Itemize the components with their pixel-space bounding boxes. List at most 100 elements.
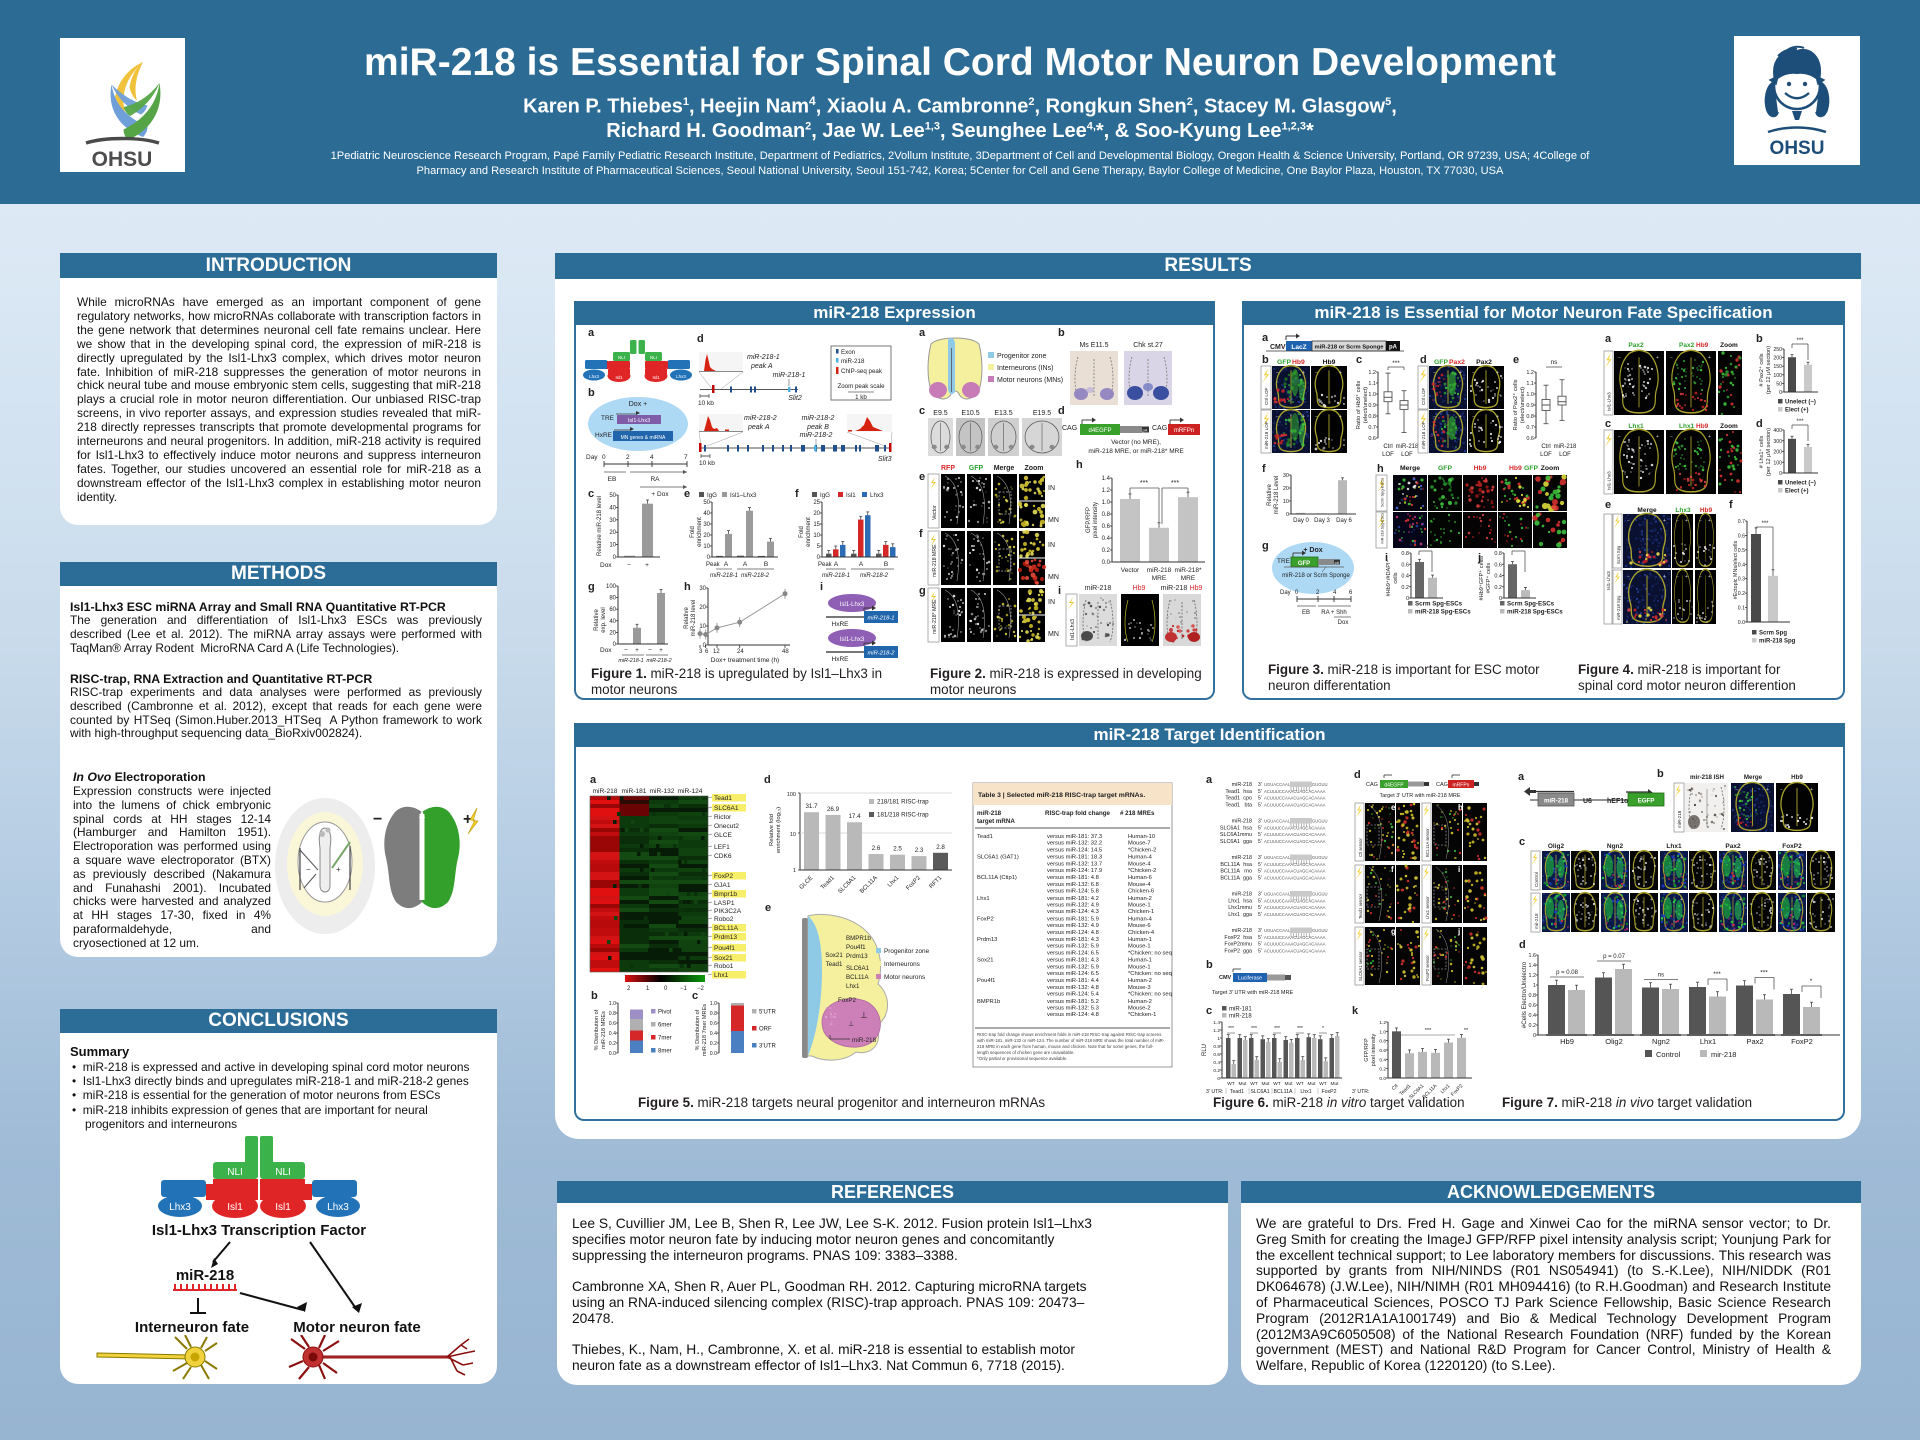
svg-text:+: + bbox=[1339, 370, 1342, 376]
svg-text:Pivot: Pivot bbox=[658, 1010, 672, 1016]
svg-text:miR-218: miR-218 bbox=[1677, 810, 1682, 828]
svg-text:ACUUUCCAAACUAGCACAAAA: ACUUUCCAAACUAGCACAAAA bbox=[1264, 839, 1326, 844]
svg-text:WT: WT bbox=[1319, 1081, 1327, 1087]
svg-text:+: + bbox=[1708, 434, 1711, 440]
svg-text:ACUUUCCAAACUAGCACAAAA: ACUUUCCAAACUAGCACAAAA bbox=[1264, 942, 1326, 947]
svg-text:Ctrl LOF: Ctrl LOF bbox=[1264, 387, 1269, 405]
svg-text:Lhx1: Lhx1 bbox=[1300, 1089, 1311, 1095]
svg-text:OHSU: OHSU bbox=[92, 148, 153, 171]
svg-text:miR-218-1: miR-218-1 bbox=[618, 658, 643, 664]
svg-text:k: k bbox=[1352, 1005, 1359, 1017]
svg-text:Human-4: Human-4 bbox=[1128, 855, 1153, 861]
svg-text:4: 4 bbox=[1333, 590, 1337, 596]
svg-text:SLC6A1 (GAT1): SLC6A1 (GAT1) bbox=[977, 855, 1019, 861]
svg-text:Vector (no MRE),: Vector (no MRE), bbox=[1111, 439, 1161, 446]
svg-text:−: − bbox=[1472, 414, 1475, 420]
svg-text:miR-218: miR-218 bbox=[176, 1267, 234, 1284]
svg-text:1.0: 1.0 bbox=[609, 1001, 616, 1007]
svg-text:3': 3' bbox=[1258, 782, 1262, 788]
svg-text:Chicken-1: Chicken-1 bbox=[1128, 909, 1154, 915]
svg-text:+: + bbox=[336, 865, 341, 874]
svg-text:1.4: 1.4 bbox=[1102, 476, 1111, 482]
svg-text:pA: pA bbox=[1335, 561, 1340, 565]
svg-text:Hb9: Hb9 bbox=[1133, 585, 1146, 592]
svg-text:Ctl: Ctl bbox=[1391, 1083, 1400, 1092]
svg-text:+: + bbox=[1302, 414, 1305, 420]
svg-text:g: g bbox=[588, 581, 595, 593]
svg-text:*: * bbox=[1322, 1026, 1324, 1032]
svg-text:Isl1-Lhx3 Transcription Factor: Isl1-Lhx3 Transcription Factor bbox=[152, 1222, 366, 1239]
svg-text:b: b bbox=[1262, 354, 1269, 366]
svg-text:Interneuron fate: Interneuron fate bbox=[135, 1319, 249, 1336]
svg-text:Lhx1: Lhx1 bbox=[1628, 423, 1644, 430]
svg-text:#Ectopic MNs/elect cells: #Ectopic MNs/elect cells bbox=[1733, 540, 1739, 599]
svg-text:LOF: LOF bbox=[1401, 452, 1413, 458]
svg-text:−: − bbox=[1472, 370, 1475, 376]
svg-text:FoxP2: FoxP2 bbox=[1224, 948, 1240, 954]
svg-text:Relative: Relative bbox=[684, 607, 690, 629]
svg-text:a: a bbox=[590, 774, 597, 786]
svg-text:Olig2: Olig2 bbox=[1548, 843, 1565, 850]
svg-text:50: 50 bbox=[1776, 381, 1782, 387]
svg-text:30: 30 bbox=[703, 522, 710, 528]
svg-text:MN genes & miRNA: MN genes & miRNA bbox=[621, 435, 666, 441]
svg-text:80: 80 bbox=[609, 596, 616, 602]
svg-text:RFP: RFP bbox=[941, 465, 955, 472]
svg-text:+: + bbox=[1708, 355, 1711, 361]
svg-text:+: + bbox=[1680, 855, 1683, 861]
svg-text:3: 3 bbox=[699, 649, 703, 655]
svg-text:SLC6A1: SLC6A1 bbox=[1250, 1089, 1269, 1095]
svg-text:Mouse-7: Mouse-7 bbox=[1128, 841, 1151, 847]
svg-text:Mouse-2: Mouse-2 bbox=[1128, 1006, 1151, 1012]
svg-text:−: − bbox=[1618, 434, 1621, 440]
svg-text:+: + bbox=[1663, 574, 1666, 580]
svg-text:miR-218-1: miR-218-1 bbox=[822, 573, 850, 579]
svg-text:+: + bbox=[463, 811, 472, 828]
svg-text:Isl1: Isl1 bbox=[227, 1202, 243, 1213]
svg-text:Bmpr1b: Bmpr1b bbox=[714, 891, 737, 898]
svg-text:miR-218-2: miR-218-2 bbox=[744, 415, 777, 422]
svg-text:Isl1: Isl1 bbox=[652, 375, 660, 380]
svg-text:SLC6A1: SLC6A1 bbox=[846, 965, 870, 972]
svg-text:ChIP-seq peak: ChIP-seq peak bbox=[841, 368, 883, 375]
svg-text:***: *** bbox=[1796, 419, 1804, 425]
svg-text:0.0: 0.0 bbox=[1102, 560, 1111, 566]
svg-text:miR-218 Spg: miR-218 Spg bbox=[1616, 595, 1621, 620]
svg-text:ACUUUCCAAACUAGCACAAAA: ACUUUCCAAACUAGCACAAAA bbox=[1264, 802, 1326, 807]
svg-text:hsa: hsa bbox=[1243, 789, 1252, 795]
svg-text:Zoom: Zoom bbox=[1024, 465, 1043, 472]
svg-text:Human-6: Human-6 bbox=[1128, 875, 1152, 881]
svg-text:GFP: GFP bbox=[1438, 465, 1452, 472]
svg-text:0.4: 0.4 bbox=[609, 1031, 616, 1037]
svg-text:mmu: mmu bbox=[1240, 905, 1252, 911]
svg-text:Day: Day bbox=[586, 454, 598, 461]
svg-text:181/218 RISC-trap: 181/218 RISC-trap bbox=[877, 812, 929, 819]
svg-text:hsa: hsa bbox=[1243, 935, 1252, 941]
svg-text:−: − bbox=[1670, 434, 1673, 440]
svg-text:0.4: 0.4 bbox=[1213, 1060, 1220, 1066]
svg-text:h: h bbox=[1458, 803, 1463, 812]
svg-text:Human-2: Human-2 bbox=[1128, 896, 1152, 902]
svg-text:BCL11A: BCL11A bbox=[1220, 869, 1240, 875]
svg-text:ACUUUCCAAACUAGCACAAAA: ACUUUCCAAACUAGCACAAAA bbox=[1264, 832, 1326, 837]
svg-text:SLC6A1: SLC6A1 bbox=[837, 875, 858, 896]
svg-text:0.1: 0.1 bbox=[1738, 606, 1745, 612]
svg-text:0: 0 bbox=[602, 454, 606, 461]
svg-text:0.9: 0.9 bbox=[1368, 403, 1376, 409]
svg-text:Elect (+): Elect (+) bbox=[1785, 489, 1809, 495]
svg-text:% Distribution of: % Distribution of bbox=[594, 1009, 600, 1050]
svg-text:miR-218: miR-218 bbox=[1396, 444, 1419, 450]
svg-text:Ratio of Pax2⁺ cells: Ratio of Pax2⁺ cells bbox=[1512, 379, 1519, 430]
svg-text:target mRNA: target mRNA bbox=[977, 818, 1015, 825]
svg-text:Hb9: Hb9 bbox=[1474, 465, 1487, 472]
svg-text:gga: gga bbox=[1243, 875, 1252, 881]
svg-text:ACUUUCCAAACUAGCACAAAA: ACUUUCCAAACUAGCACAAAA bbox=[1264, 948, 1326, 953]
svg-text:miR-218: miR-218 bbox=[1147, 567, 1172, 574]
svg-text:GLCE: GLCE bbox=[799, 875, 815, 891]
svg-text:Slit2: Slit2 bbox=[788, 395, 802, 402]
svg-text:Elect (+): Elect (+) bbox=[1785, 408, 1809, 414]
svg-text:versus miR-181: 4.3: versus miR-181: 4.3 bbox=[1047, 937, 1099, 943]
svg-text:40: 40 bbox=[609, 505, 616, 511]
svg-text:mmu: mmu bbox=[1240, 832, 1252, 838]
svg-text:GJA1: GJA1 bbox=[714, 882, 731, 889]
